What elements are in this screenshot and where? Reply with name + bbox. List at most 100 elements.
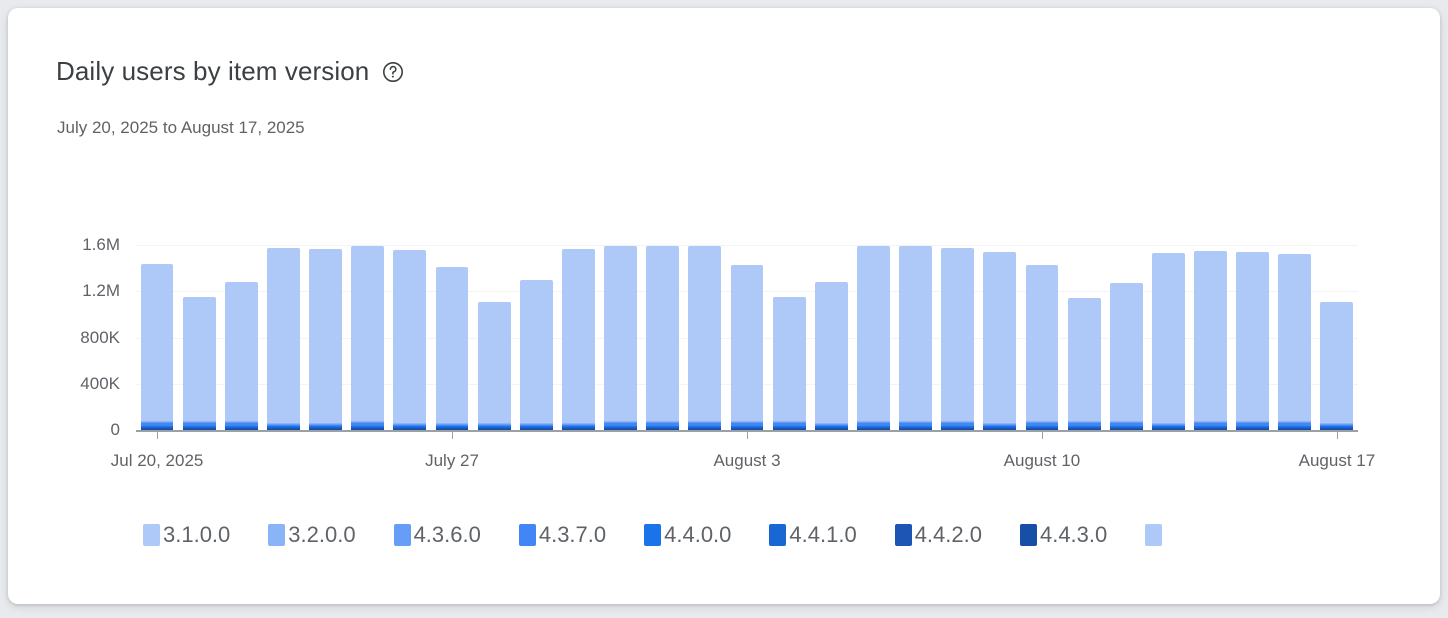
legend-item[interactable] [1145,524,1165,546]
bar-segment [1109,428,1143,429]
bar-segment [393,424,427,425]
chart-header: Daily users by item version [56,56,405,87]
bar-segment [814,427,848,428]
bar-segment [562,429,595,430]
bar-segment [1236,428,1270,429]
bar-segment [941,421,975,423]
legend-item[interactable]: 3.1.0.0 [143,522,230,548]
y-axis-tick-label: 1.6M [82,235,120,255]
legend-item[interactable]: 4.4.3.0 [1019,522,1107,548]
bar-segment [730,422,764,426]
bar[interactable] [646,246,680,430]
bar[interactable] [477,301,511,430]
legend-item[interactable]: 4.4.1.0 [769,522,857,548]
bar[interactable] [983,252,1017,430]
bar-segment [182,427,216,428]
bar-segment [1067,422,1101,423]
bar-segment [814,423,848,424]
y-axis-tick-label: 0 [110,420,120,439]
help-circle-icon[interactable] [381,60,405,84]
bar[interactable] [1320,301,1354,430]
bar-segment [140,429,174,430]
chart-date-range: July 20, 2025 to August 17, 2025 [57,118,305,137]
bar-segment [1109,421,1143,423]
bar-segment [519,427,553,428]
bar[interactable] [1151,253,1185,430]
bar-segment [1194,429,1227,430]
bar[interactable] [1067,298,1101,430]
bar-segment [309,425,343,426]
bar[interactable] [688,246,722,430]
bar-segment [646,246,680,421]
bar[interactable] [899,246,932,430]
bar-segment [267,426,300,427]
bar-segment [477,301,511,423]
bar-segment [477,428,511,429]
bar-segment [1320,425,1354,426]
bar-segment [646,429,680,430]
bar[interactable] [1109,283,1143,430]
legend-item[interactable]: 4.4.0.0 [644,522,731,548]
bar[interactable] [435,267,469,430]
bar-segment [1194,421,1227,423]
bar-segment [899,428,932,429]
bar[interactable] [393,249,427,430]
bar-segment [351,246,385,421]
bar[interactable] [856,246,890,430]
bar[interactable] [140,263,174,430]
legend-item[interactable]: 3.2.0.0 [268,522,356,548]
bar-segment [1067,423,1101,426]
bar[interactable] [224,282,258,430]
bar-segment [604,423,637,426]
bar[interactable] [941,247,975,430]
bar-segment [309,427,343,428]
plot-area [136,222,1358,432]
bar[interactable] [772,297,806,430]
bar[interactable] [182,297,216,430]
legend-item[interactable]: 4.4.2.0 [894,522,982,548]
bar-segment [224,427,258,428]
bar-segment [730,420,764,422]
bar-segment [309,428,343,429]
bar[interactable] [562,248,595,430]
bar-segment [1320,427,1354,428]
bar[interactable] [730,264,764,430]
bar[interactable] [519,279,553,430]
bar[interactable] [309,248,343,430]
bar[interactable] [1194,250,1227,430]
bar-segment [1320,301,1354,423]
bar-segment [182,426,216,427]
x-axis-tick-mark [747,430,748,439]
bar[interactable] [267,247,300,430]
bar-segment [562,428,595,429]
bar-segment [1320,423,1354,424]
bar-segment [1025,429,1059,430]
gridline [136,245,1358,247]
bar[interactable] [604,246,637,430]
bar-segment [1109,283,1143,421]
bar-segment [477,427,511,428]
bar-segment [983,424,1017,425]
legend-item[interactable]: 4.3.7.0 [518,522,606,548]
bar-segment [1194,427,1227,428]
legend-item[interactable]: 4.3.6.0 [393,522,481,548]
bar-segment [1320,428,1354,429]
bar[interactable] [1025,264,1059,430]
legend-swatch [1145,524,1163,546]
bar-segment [1236,429,1270,430]
bar-segment [856,429,890,430]
bar[interactable] [1278,254,1312,430]
bar-segment [856,427,890,428]
legend-swatch [518,524,536,546]
bar-segment [1236,420,1270,422]
bar[interactable] [814,282,848,430]
bar[interactable] [1236,252,1270,430]
bar[interactable] [351,246,385,430]
bar-segment [1278,420,1312,422]
bar-segment [140,263,174,421]
bar-segment [140,420,174,422]
legend-label: 4.3.6.0 [413,522,481,547]
bar-segment [1109,427,1143,428]
bar-segment [477,423,511,424]
page-title: Daily users by item version [56,56,370,86]
